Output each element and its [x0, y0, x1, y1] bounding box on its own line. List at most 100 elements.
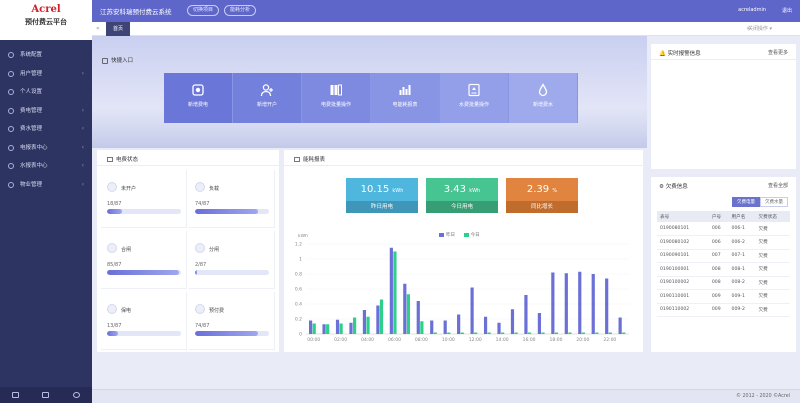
kpi-value: 3.43 [443, 184, 467, 195]
tag-water-arrears[interactable]: 欠费水量 [760, 197, 788, 207]
realtime-alarm-label: 实时报警信息 [667, 51, 701, 57]
bar-today [339, 323, 343, 334]
logo: Acrel 预付费云平台 [0, 0, 92, 40]
fee-status-item[interactable]: 负载 74/87 [189, 170, 275, 228]
arrears-label: 欠费信息 [665, 184, 688, 190]
table-row[interactable]: 0190090101 007 007-1 欠费 [657, 249, 790, 263]
fee-status-item-count: 18/87 [107, 201, 122, 207]
settings-icon [8, 52, 14, 58]
grid-icon [102, 57, 108, 64]
bar-today [326, 324, 330, 334]
quick-entry-5[interactable]: 新增费水 [509, 73, 578, 123]
sidebar-item-5[interactable]: 电报表中心 ‹ [0, 139, 92, 158]
sidebar-footer [0, 387, 92, 403]
sidebar-item-label: 物业管理 [20, 181, 43, 188]
table-cell: 007-1 [728, 249, 756, 263]
y-axis-unit: kWh [298, 234, 308, 239]
close-tabs-menu[interactable]: 关闭操作 ▾ [747, 26, 772, 32]
fee-status-item-count: 2/87 [195, 262, 207, 268]
legend-label-yesterday: 昨日 [446, 233, 455, 238]
quick-entry-0[interactable]: 新增费电 [164, 73, 233, 123]
header-title: 江苏安科瑞预付费云系统 [100, 8, 172, 16]
add-water-icon [538, 83, 548, 97]
bar-today [554, 332, 559, 334]
sidebar-item-6[interactable]: 水报表中心 ‹ [0, 157, 92, 176]
logout-link[interactable]: 退出 [781, 8, 792, 14]
table-cell: 009-2 [728, 303, 756, 317]
kpi-label: 同比增长 [506, 201, 578, 213]
bar-yesterday [483, 316, 488, 334]
sidebar-item-label: 个人设置 [20, 89, 43, 95]
table-row[interactable]: 0190100002 008 008-2 欠费 [657, 276, 790, 290]
arrears-more-link[interactable]: 查看全部 [767, 183, 788, 189]
fee-status-item[interactable]: 未开户 18/87 [101, 170, 187, 228]
sidebar-item-2[interactable]: 个人设置 [0, 83, 92, 102]
switch-project-button[interactable]: 切换项目 [187, 5, 220, 16]
table-row[interactable]: 0190080101 006 006-1 欠费 [657, 222, 790, 236]
tab-prev-icon[interactable]: « [96, 25, 100, 32]
table-row[interactable]: 0190080102 006 006-2 欠费 [657, 235, 790, 250]
table-cell: 欠费 [755, 303, 790, 317]
user-name[interactable]: acreladmin [738, 7, 766, 13]
quick-entry-1[interactable]: 新增开户 [233, 73, 302, 123]
bar-today [447, 332, 451, 334]
sidebar-item-7[interactable]: 物业管理 ‹ [0, 176, 92, 195]
x-tick-label: 12:00 [469, 337, 482, 343]
quick-entry-2[interactable]: 电费批量操作 [302, 73, 371, 123]
bar-today [568, 332, 572, 334]
table-cell: 欠费 [755, 289, 790, 304]
table-cell: 0190110002 [657, 303, 709, 317]
kpi-value-box: 10.15 kWh [346, 178, 418, 201]
bar-yesterday [335, 319, 340, 334]
fee-status-item[interactable]: 分闸 2/87 [189, 231, 275, 289]
power-icon[interactable] [73, 392, 81, 398]
progress-fill [107, 209, 123, 214]
sidebar-item-3[interactable]: 费电管理 ‹ [0, 102, 92, 121]
table-cell: 009 [708, 289, 729, 304]
quick-entry-4[interactable]: 水费批量操作 [440, 73, 509, 123]
table-cell: 0190100001 [657, 262, 709, 277]
quick-entry-3[interactable]: 电能耗报表 [371, 73, 440, 123]
legend-swatch-today [463, 232, 469, 237]
bar-yesterday [537, 313, 541, 334]
bar-today [366, 316, 370, 334]
table-cell: 0190110001 [657, 289, 709, 304]
x-tick-label: 20:00 [576, 337, 589, 343]
energy-analysis-button[interactable]: 能耗分析 [224, 5, 257, 16]
energy-report-icon [399, 85, 411, 95]
fee-status-item[interactable]: 预付费 74/87 [189, 292, 275, 350]
sidebar-item-1[interactable]: 用户管理 ‹ [0, 65, 92, 84]
quick-entry-label: 电能耗报表 [392, 102, 418, 108]
chevron-left-icon: ‹ [81, 69, 84, 77]
electric-icon [8, 107, 14, 114]
realtime-alarm-more-link[interactable]: 查看更多 [767, 50, 788, 56]
sidebar-item-label: 费水管理 [20, 126, 43, 132]
monitor-icon[interactable] [11, 392, 19, 398]
tab-home[interactable]: 首页 [106, 22, 131, 36]
fee-status-item[interactable]: 保电 13/87 [101, 292, 187, 350]
table-row[interactable]: 0190110002 009 009-2 欠费 [657, 303, 790, 317]
tab-next-icon[interactable]: » [746, 25, 750, 32]
legend-label-today: 今日 [470, 233, 480, 238]
fee-status-header: 电费状态 [97, 150, 279, 166]
bar-today [420, 321, 424, 334]
lock-icon[interactable] [42, 392, 50, 398]
fee-status-item[interactable]: 合闸 85/87 [101, 231, 187, 289]
sidebar-item-4[interactable]: 费水管理 ‹ [0, 120, 92, 139]
tag-electric-arrears[interactable]: 欠费电量 [732, 197, 760, 207]
table-row[interactable]: 0190100001 008 008-1 欠费 [657, 262, 790, 277]
bar-today [393, 251, 397, 334]
bar-yesterday [618, 317, 622, 334]
progress-bar [107, 270, 181, 275]
switch-off-icon [195, 243, 205, 253]
y-tick-label: 0.8 [295, 272, 302, 278]
sidebar-item-0[interactable]: 系统配置 [0, 46, 92, 65]
table-row[interactable]: 0190110001 009 009-1 欠费 [657, 289, 790, 304]
realtime-alarm-panel: 🔔 实时报警信息 查看更多 [651, 44, 796, 169]
user-icon [8, 70, 14, 77]
bar-yesterday [457, 314, 461, 334]
progress-bar [195, 209, 269, 214]
bar-today [474, 332, 478, 334]
arrears-title: ⚙ 欠费信息 [659, 184, 688, 190]
